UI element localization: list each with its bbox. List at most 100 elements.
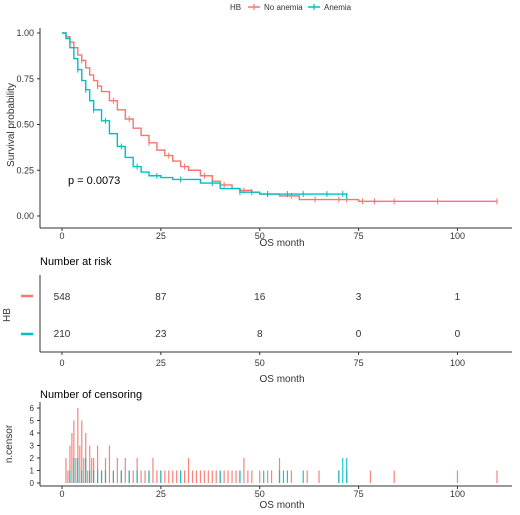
- censor-y-tick-label: 4: [30, 429, 35, 438]
- censor-bar-no-anemia: [152, 458, 154, 483]
- censor-bar-no-anemia: [89, 445, 91, 483]
- censor-bar-no-anemia: [108, 445, 111, 483]
- legend-key-anemia: [308, 4, 320, 10]
- censor-bar-no-anemia: [124, 458, 126, 483]
- censor-bar-anemia: [346, 458, 348, 483]
- legend-key-no-anemia: [248, 4, 260, 10]
- censor-bar-no-anemia: [195, 470, 198, 483]
- censor-bar-no-anemia: [247, 470, 249, 483]
- censor-bar-no-anemia: [215, 470, 217, 483]
- risk-x-tick-label: 50: [255, 358, 265, 368]
- km-y-tick-label: 0.50: [16, 120, 34, 130]
- censor-bar-no-anemia: [290, 470, 292, 483]
- legend-label-anemia: Anemia: [324, 3, 352, 12]
- censor-y-tick-label: 2: [30, 454, 35, 463]
- censor-bar-no-anemia: [187, 458, 190, 483]
- censor-bar-anemia: [85, 458, 87, 483]
- censor-bar-no-anemia: [270, 470, 273, 483]
- censor-panel: Number of censoring 0 1 2 3 4 5 6 0 25 50 75 100 n…: [4, 389, 512, 511]
- censor-bar-no-anemia: [223, 470, 225, 483]
- censor-bar-anemia: [148, 470, 150, 483]
- censor-bar-no-anemia: [91, 458, 93, 483]
- censor-bar-anemia: [219, 470, 221, 483]
- km-y-axis-title: Survival probability: [6, 83, 17, 167]
- km-line-no-anemia: [62, 32, 497, 203]
- risk-table-panel: Number at risk HB 548 87 16 3 1 210 23 8 0 0 0 25 5…: [2, 256, 512, 385]
- censor-bar-anemia: [100, 470, 103, 483]
- censor-bar-no-anemia: [369, 470, 372, 483]
- risk-x-tick-label: 100: [450, 358, 465, 368]
- censor-bar-no-anemia: [140, 470, 142, 483]
- censor-bar-no-anemia: [243, 458, 245, 483]
- km-y-tick-label: 1.00: [16, 28, 34, 38]
- censor-y-tick-label: 0: [30, 479, 35, 488]
- censor-bar-no-anemia: [132, 470, 134, 483]
- censor-bar-no-anemia: [172, 470, 174, 483]
- km-line-anemia: [62, 32, 348, 196]
- censor-x-tick-label: 25: [156, 489, 166, 499]
- risk-cell: 3: [356, 292, 362, 303]
- censor-y-tick-label: 3: [30, 442, 35, 451]
- censor-bar-no-anemia: [156, 470, 158, 483]
- risk-y-axis-title: HB: [2, 308, 13, 322]
- censor-bar-no-anemia: [81, 420, 83, 483]
- censor-bar-anemia: [342, 458, 344, 483]
- censor-bar-no-anemia: [251, 470, 253, 483]
- km-panel: 0.00 0.25 0.50 0.75 1.00 0 25 50 75 100 Survival…: [6, 28, 512, 249]
- risk-x-tick-label: 25: [156, 358, 166, 368]
- censor-bar-anemia: [69, 470, 71, 483]
- censor-x-tick-label: 100: [450, 489, 465, 499]
- censor-bar-anemia: [160, 470, 162, 483]
- censor-bar-anemia: [120, 470, 122, 483]
- legend-title: HB: [230, 3, 241, 12]
- risk-cell: 0: [356, 329, 362, 340]
- censor-bar-no-anemia: [144, 470, 146, 483]
- censor-bar-no-anemia: [235, 470, 237, 483]
- censor-bar-no-anemia: [207, 470, 209, 483]
- censor-title: Number of censoring: [40, 389, 142, 401]
- censor-bar-anemia: [77, 458, 79, 483]
- censor-bar-no-anemia: [83, 458, 85, 483]
- risk-cell: 8: [257, 329, 263, 340]
- km-y-tick-label: 0.00: [16, 211, 34, 221]
- censor-bar-anemia: [278, 470, 281, 483]
- censor-x-axis-title: OS month: [259, 500, 304, 511]
- censor-bar-anemia: [96, 470, 99, 483]
- censor-y-tick-label: 1: [30, 467, 35, 476]
- censor-bar-no-anemia: [75, 458, 77, 483]
- censor-bar-no-anemia: [318, 470, 320, 483]
- censor-bar-no-anemia: [456, 470, 459, 483]
- censor-y-tick-label: 5: [30, 417, 35, 426]
- km-x-tick-label: 25: [156, 231, 166, 241]
- censor-bar-no-anemia: [227, 470, 229, 483]
- censor-bar-no-anemia: [116, 458, 118, 483]
- censor-bar-no-anemia: [199, 470, 202, 483]
- censor-bar-no-anemia: [211, 470, 213, 483]
- censor-bar-no-anemia: [69, 445, 71, 483]
- censor-bar-anemia: [81, 470, 83, 483]
- censor-bar-no-anemia: [191, 470, 194, 483]
- censor-bar-anemia: [180, 470, 182, 483]
- risk-cell: 87: [155, 292, 167, 303]
- legend-label-no-anemia: No anemia: [264, 3, 303, 12]
- censor-bar-anemia: [239, 470, 241, 483]
- km-x-tick-label: 100: [450, 231, 465, 241]
- censor-bar-anemia: [128, 470, 130, 483]
- censor-x-tick-label: 50: [255, 489, 265, 499]
- censor-bar-no-anemia: [73, 420, 75, 483]
- risk-x-tick-label: 75: [354, 358, 364, 368]
- censor-bar-anemia: [136, 470, 138, 483]
- censor-bar-no-anemia: [65, 458, 67, 483]
- censor-bar-no-anemia: [71, 433, 73, 483]
- censor-bar-anemia: [282, 470, 285, 483]
- censor-bar-no-anemia: [496, 470, 498, 483]
- risk-cell: 23: [155, 329, 167, 340]
- risk-cell: 548: [54, 292, 71, 303]
- risk-cell: 16: [254, 292, 266, 303]
- censor-bar-no-anemia: [79, 445, 81, 483]
- censor-bar-anemia: [263, 470, 265, 483]
- km-x-tick-label: 0: [59, 231, 64, 241]
- risk-cell: 0: [455, 329, 461, 340]
- legend: HB No anemia Anemia: [230, 3, 352, 12]
